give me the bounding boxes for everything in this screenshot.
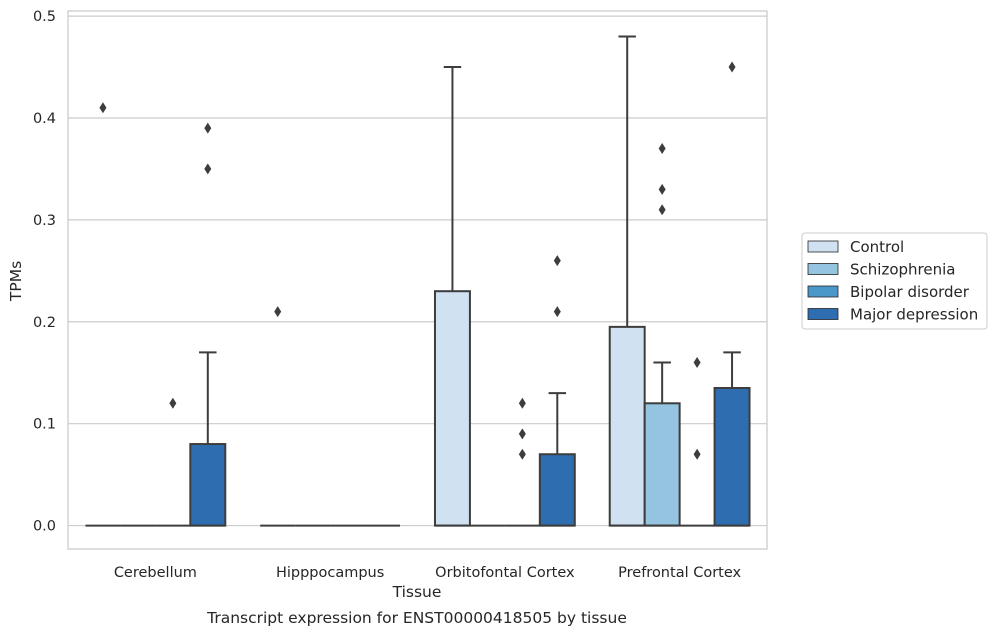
x-tick-label: Orbitofontal Cortex [435,565,575,581]
outlier-marker [658,204,666,216]
x-axis-label: Tissue [392,583,442,601]
x-tick-label: Hipppocampus [276,565,384,581]
y-axis-label: TPMs [7,261,25,302]
box-rect [713,387,751,527]
legend-swatch [807,263,839,275]
box-control [85,102,121,527]
legend-label: Major depression [850,306,978,324]
box-major-depression [538,255,576,527]
y-tick-label: 0.0 [33,519,56,535]
box-bipolar-disorder [155,397,191,527]
legend-label: Control [850,238,904,256]
box-major-depression [189,122,227,527]
outlier-marker [204,122,212,134]
legend-swatch [807,308,839,320]
x-tick-labels: Cerebellum Hipppocampus Orbitofontal Corte… [114,565,742,581]
y-tick-label: 0.2 [33,315,56,331]
legend-label: Bipolar disorder [850,283,970,301]
outlier-marker [658,143,666,155]
outlier-marker [693,448,701,460]
x-tick-label: Cerebellum [114,565,197,581]
outlier-marker [728,61,736,73]
box-control [260,306,296,527]
x-tick-label: Prefrontal Cortex [618,565,741,581]
outlier-marker [518,397,526,409]
legend-label: Schizophrenia [850,261,955,279]
box-rect [608,325,646,527]
legend: Control Schizophrenia Bipolar disorder Majo… [801,232,988,330]
legend-swatch [807,285,839,298]
outlier-marker [553,255,561,267]
box-rect [643,402,681,527]
box-schizophrenia [643,143,681,527]
y-tick-label: 0.1 [33,417,56,433]
y-tick-label: 0.5 [33,9,56,25]
outlier-marker [518,428,526,440]
box-major-depression [713,61,751,527]
box-control [608,35,646,527]
boxes-layer [85,35,751,527]
chart-title: Transcript expression for ENST0000041850… [206,609,627,627]
y-tick-label: 0.4 [33,111,56,127]
plot-area-frame [67,10,768,550]
box-rect [538,453,576,527]
box-rect [433,290,471,527]
y-tick-labels: 0.0 0.1 0.2 0.3 0.4 0.5 [33,9,56,534]
legend-frame [801,232,988,330]
outlier-marker [99,102,107,114]
box-rect [189,443,227,527]
outlier-marker [204,163,212,175]
outlier-marker [518,448,526,460]
outlier-marker [274,306,282,318]
box-bipolar-disorder [504,397,540,527]
box-control [433,66,471,527]
outlier-marker [553,306,561,318]
box-bipolar-disorder [679,357,715,527]
legend-swatch [807,240,839,253]
outlier-marker [169,397,177,409]
outlier-marker [693,357,701,369]
y-tick-label: 0.3 [33,213,56,229]
outlier-marker [658,183,666,195]
